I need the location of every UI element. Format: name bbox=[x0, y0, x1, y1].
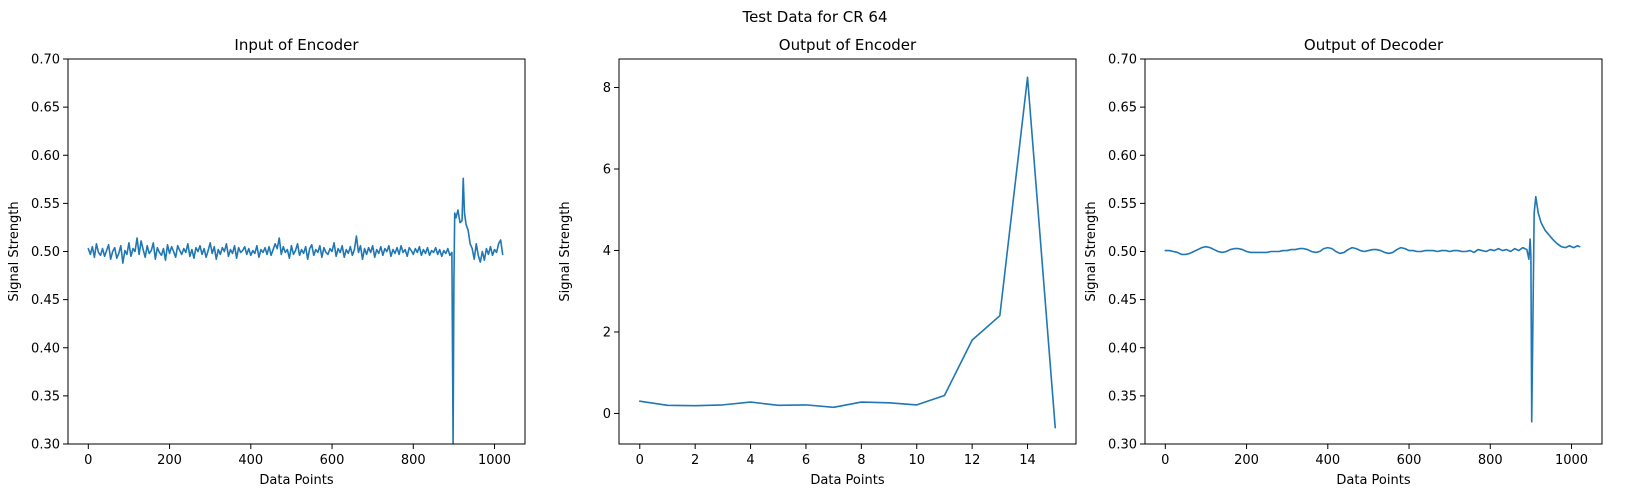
y-tick-label: 0.45 bbox=[31, 293, 60, 308]
figure-title: Test Data for CR 64 bbox=[741, 8, 887, 26]
x-tick-label: 0 bbox=[636, 453, 644, 468]
y-tick-label: 0.45 bbox=[1108, 293, 1137, 308]
x-tick-label: 0 bbox=[1161, 453, 1169, 468]
y-tick-label: 0.30 bbox=[1108, 438, 1137, 453]
y-tick-label: 0.50 bbox=[31, 245, 60, 260]
chart-title: Output of Encoder bbox=[779, 36, 917, 54]
x-axis-label: Data Points bbox=[1336, 473, 1410, 488]
y-tick-label: 0.35 bbox=[1108, 389, 1137, 404]
y-axis-label: Signal Strength bbox=[558, 201, 573, 301]
x-tick-label: 800 bbox=[401, 453, 426, 468]
x-tick-label: 1000 bbox=[478, 453, 511, 468]
x-tick-label: 400 bbox=[238, 453, 263, 468]
y-tick-label: 0.40 bbox=[31, 341, 60, 356]
series-line-1 bbox=[1164, 195, 1581, 423]
x-tick-label: 8 bbox=[857, 453, 865, 468]
x-tick-label: 2 bbox=[691, 453, 699, 468]
chart-panel-3: 0 200 400 600 800 1000 0.30 0.35 0.40 0.45 0.50 0.5… bbox=[1084, 36, 1603, 488]
y-tick-label: 0 bbox=[603, 407, 611, 422]
chart-panel-2: 0 2 4 6 8 10 12 14 0 2 4 6 8 Output of Encoder Data Po… bbox=[558, 36, 1077, 488]
y-tick-label: 8 bbox=[603, 81, 611, 96]
x-tick-label: 800 bbox=[1478, 453, 1503, 468]
x-tick-label: 14 bbox=[1019, 453, 1036, 468]
y-tick-label: 4 bbox=[603, 244, 611, 259]
y-tick-label: 6 bbox=[603, 163, 611, 178]
y-tick-label: 0.60 bbox=[1108, 149, 1137, 164]
x-tick-label: 400 bbox=[1315, 453, 1340, 468]
series-line-1 bbox=[87, 177, 504, 444]
x-tick-label: 6 bbox=[802, 453, 810, 468]
y-axis-label: Signal Strength bbox=[7, 201, 22, 301]
x-tick-label: 1000 bbox=[1555, 453, 1588, 468]
y-tick-label: 0.70 bbox=[1108, 53, 1137, 68]
y-axis-label: Signal Strength bbox=[1084, 201, 1099, 301]
chart-title: Input of Encoder bbox=[234, 36, 359, 54]
x-tick-label: 200 bbox=[157, 453, 182, 468]
y-tick-label: 2 bbox=[603, 325, 611, 340]
x-tick-label: 10 bbox=[908, 453, 925, 468]
chart-title: Output of Decoder bbox=[1304, 36, 1444, 54]
x-tick-label: 200 bbox=[1234, 453, 1259, 468]
x-tick-label: 600 bbox=[1397, 453, 1422, 468]
y-tick-label: 0.60 bbox=[31, 149, 60, 164]
y-tick-label: 0.30 bbox=[31, 438, 60, 453]
axes-frame bbox=[618, 58, 1077, 445]
x-axis-label: Data Points bbox=[259, 473, 333, 488]
x-tick-label: 600 bbox=[320, 453, 345, 468]
series-line-1 bbox=[638, 76, 1057, 429]
y-tick-label: 0.65 bbox=[31, 101, 60, 116]
x-tick-label: 12 bbox=[964, 453, 981, 468]
y-tick-label: 0.35 bbox=[31, 389, 60, 404]
x-axis-label: Data Points bbox=[810, 473, 884, 488]
x-tick-label: 0 bbox=[84, 453, 92, 468]
chart-panel-1: 0 200 400 600 800 1000 0.30 0.35 0.40 0.45 0.50 0.5… bbox=[7, 36, 526, 488]
y-tick-label: 0.40 bbox=[1108, 341, 1137, 356]
y-tick-label: 0.55 bbox=[31, 197, 60, 212]
y-tick-label: 0.55 bbox=[1108, 197, 1137, 212]
y-tick-label: 0.65 bbox=[1108, 101, 1137, 116]
y-tick-label: 0.70 bbox=[31, 53, 60, 68]
x-tick-label: 4 bbox=[746, 453, 754, 468]
axes-frame bbox=[67, 58, 526, 445]
y-tick-label: 0.50 bbox=[1108, 245, 1137, 260]
